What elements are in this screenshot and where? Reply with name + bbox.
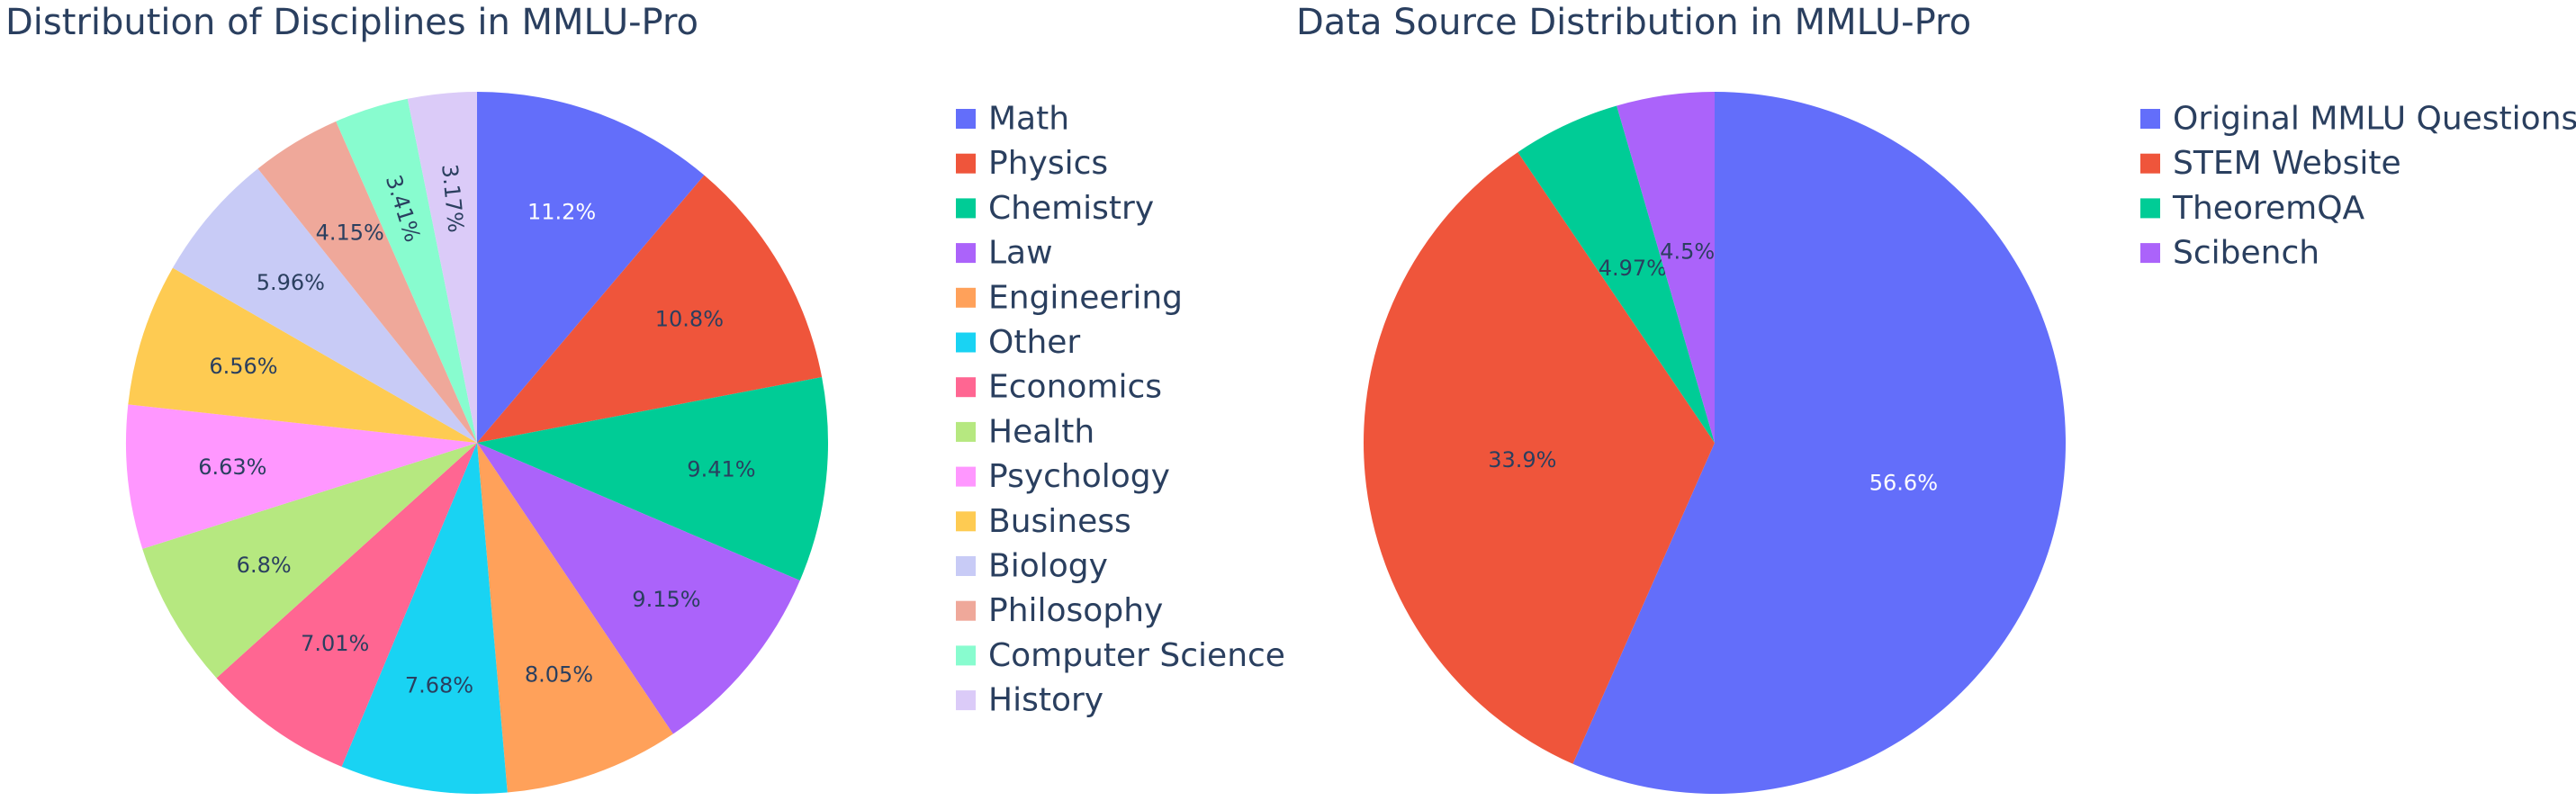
legend-item-theoremqa[interactable]: TheoremQA: [2140, 190, 2365, 227]
legend-label: Chemistry: [988, 190, 1154, 227]
legend-label: Physics: [988, 145, 1108, 182]
legend-swatch: [956, 645, 976, 666]
slice-label-theoremqa: 4.97%: [1599, 256, 1667, 281]
slice-label-original-mmlu-questions: 56.6%: [1869, 470, 1938, 495]
legend-item-other[interactable]: Other: [956, 324, 1080, 361]
pie-slice-economics[interactable]: [216, 443, 477, 767]
legend-swatch: [2140, 109, 2160, 129]
slice-label-stem-website: 33.9%: [1488, 447, 1556, 472]
legend-item-law[interactable]: Law: [956, 235, 1053, 272]
legend-swatch: [956, 421, 976, 442]
legend-swatch: [956, 690, 976, 711]
legend-swatch: [956, 556, 976, 576]
sources-legend: Original MMLU Questions STEM Website Theor…: [2140, 101, 2576, 272]
legend-label: Biology: [988, 548, 1108, 585]
legend-swatch: [2140, 243, 2160, 264]
legend-swatch: [2140, 153, 2160, 174]
legend-label: Law: [988, 235, 1053, 272]
pie-slice-other[interactable]: [341, 443, 508, 794]
legend-item-philosophy[interactable]: Philosophy: [956, 592, 1163, 629]
legend-item-biology[interactable]: Biology: [956, 548, 1108, 585]
disciplines-pie-chart: Distribution of Disciplines in MMLU-Pro …: [5, 2, 1285, 794]
slice-label-math: 11.2%: [527, 200, 596, 225]
pie-slice-health[interactable]: [142, 443, 477, 679]
pie-slice-business[interactable]: [128, 267, 477, 443]
legend-swatch: [956, 511, 976, 532]
pie-slice-stem-website[interactable]: [1364, 152, 1715, 764]
legend-label: Business: [988, 503, 1131, 540]
slice-label-biology: 5.96%: [257, 270, 325, 295]
pie-slice-physics[interactable]: [477, 175, 823, 443]
legend-swatch: [956, 466, 976, 487]
legend-swatch: [956, 377, 976, 398]
legend-swatch: [956, 153, 976, 174]
legend-label: Original MMLU Questions: [2173, 101, 2576, 138]
legend-label: Economics: [988, 369, 1162, 406]
pie-slice-law[interactable]: [477, 443, 800, 734]
legend-swatch: [956, 600, 976, 621]
sources-chart-title: Data Source Distribution in MMLU-Pro: [1296, 2, 1971, 43]
legend-swatch: [956, 243, 976, 264]
legend-label: Health: [988, 413, 1094, 450]
legend-item-chemistry[interactable]: Chemistry: [956, 190, 1154, 227]
pie-slice-history[interactable]: [407, 92, 477, 443]
slice-label-economics: 7.01%: [301, 631, 369, 656]
legend-swatch: [2140, 198, 2160, 219]
sources-pie: 56.6% 33.9% 4.97%4.5%: [1364, 92, 2066, 794]
legend-label: History: [988, 682, 1103, 719]
legend-label: TheoremQA: [2172, 190, 2365, 227]
slice-label-law: 9.15%: [632, 587, 700, 612]
pie-slice-computer-science[interactable]: [336, 98, 477, 443]
slice-label-engineering: 8.05%: [525, 662, 593, 687]
legend-swatch: [956, 287, 976, 308]
legend-label: Computer Science: [988, 637, 1285, 674]
legend-item-scibench[interactable]: Scibench: [2140, 235, 2319, 272]
legend-label: Psychology: [988, 458, 1170, 495]
disciplines-pie: 11.2% 10.8% 9.41% 9.15% 8.05% 7.68% 7.01% 6.8% 6…: [126, 92, 828, 794]
legend-label: Math: [988, 101, 1069, 138]
legend-item-health[interactable]: Health: [956, 413, 1094, 450]
pie-slice-psychology[interactable]: [126, 404, 477, 549]
slice-label-psychology: 6.63%: [198, 454, 266, 480]
legend-item-math[interactable]: Math: [956, 101, 1069, 138]
slice-label-philosophy: 4.15%: [316, 220, 384, 245]
pie-slice-theoremqa[interactable]: [1518, 105, 1715, 444]
legend-swatch: [956, 198, 976, 219]
sources-pie-chart: Data Source Distribution in MMLU-Pro 56.…: [1296, 2, 2576, 794]
legend-item-computer-science[interactable]: Computer Science: [956, 637, 1285, 674]
pie-slice-philosophy[interactable]: [257, 121, 477, 444]
legend-item-physics[interactable]: Physics: [956, 145, 1108, 182]
legend-swatch: [956, 332, 976, 353]
slice-label-chemistry: 9.41%: [687, 456, 755, 482]
disciplines-chart-title: Distribution of Disciplines in MMLU-Pro: [5, 2, 698, 43]
slice-label-physics: 10.8%: [655, 307, 724, 332]
legend-item-economics[interactable]: Economics: [956, 369, 1162, 406]
legend-item-business[interactable]: Business: [956, 503, 1131, 540]
legend-item-stem-website[interactable]: STEM Website: [2140, 145, 2401, 182]
slice-label-health: 6.8%: [237, 553, 292, 578]
pie-slice-biology[interactable]: [172, 168, 478, 443]
slice-label-scibench: 4.5%: [1660, 239, 1715, 265]
slice-label-business: 6.56%: [209, 354, 277, 379]
pie-slice-engineering[interactable]: [477, 443, 673, 793]
legend-swatch: [956, 109, 976, 129]
legend-item-history[interactable]: History: [956, 682, 1103, 719]
legend-label: Scibench: [2173, 235, 2319, 272]
legend-label: Engineering: [988, 279, 1183, 316]
legend-label: Other: [988, 324, 1080, 361]
pie-slice-original-mmlu-questions[interactable]: [1572, 92, 2066, 794]
legend-label: Philosophy: [988, 592, 1163, 629]
slice-label-other: 7.68%: [405, 673, 473, 698]
legend-item-original-mmlu-questions[interactable]: Original MMLU Questions: [2140, 101, 2576, 138]
pie-slice-math[interactable]: [477, 92, 705, 443]
disciplines-legend: Math Physics Chemistry Law Engineering Other E…: [956, 101, 1285, 719]
pie-slice-chemistry[interactable]: [477, 377, 828, 581]
pie-slice-scibench[interactable]: [1617, 92, 1715, 443]
legend-item-engineering[interactable]: Engineering: [956, 279, 1183, 316]
legend-item-psychology[interactable]: Psychology: [956, 458, 1170, 495]
legend-label: STEM Website: [2173, 145, 2401, 182]
